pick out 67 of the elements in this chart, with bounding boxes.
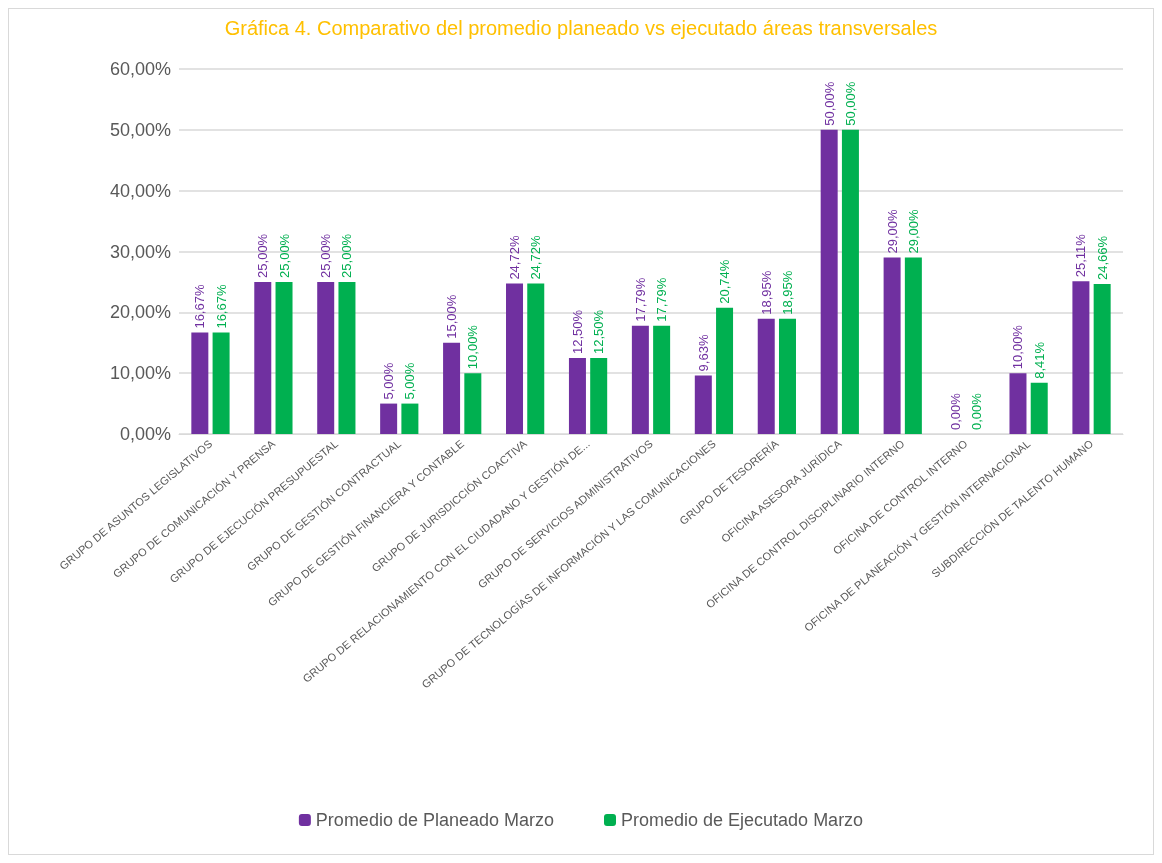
data-label: 29,00% xyxy=(905,209,921,254)
data-label: 17,79% xyxy=(654,277,670,322)
bar xyxy=(653,325,671,434)
bar xyxy=(212,332,230,434)
legend-label: Promedio de Planeado Marzo xyxy=(315,810,555,830)
bar xyxy=(841,129,859,434)
bar xyxy=(443,342,461,434)
data-label: 25,11% xyxy=(1073,233,1089,278)
bar xyxy=(568,357,586,434)
bar xyxy=(778,318,796,434)
y-tick-label: 10,00% xyxy=(109,363,171,384)
data-label: 10,00% xyxy=(465,324,481,370)
data-label: 20,74% xyxy=(717,259,733,304)
data-label: 18,95% xyxy=(758,270,774,315)
chart-title: Gráfica 4. Comparativo del promedio planeado vs ejecutado áreas transversales xyxy=(224,17,938,39)
bar xyxy=(757,318,775,434)
bar xyxy=(883,257,901,434)
bar xyxy=(254,281,272,434)
bar xyxy=(527,283,545,434)
bar xyxy=(904,257,922,434)
data-label: 12,50% xyxy=(591,309,607,354)
data-label: 8,41% xyxy=(1031,341,1047,379)
data-label: 18,95% xyxy=(779,270,795,315)
data-label: 24,72% xyxy=(528,235,544,280)
data-label: 17,79% xyxy=(632,277,648,322)
y-tick-label: 30,00% xyxy=(109,241,171,262)
bar xyxy=(191,332,209,434)
data-label: 15,00% xyxy=(444,294,460,339)
data-label: 25,00% xyxy=(339,233,355,278)
bar xyxy=(1072,281,1090,434)
bar xyxy=(401,403,419,434)
bar xyxy=(380,403,398,434)
bar xyxy=(338,281,356,434)
bar xyxy=(1009,373,1027,434)
bar xyxy=(506,283,524,434)
data-label: 5,00% xyxy=(402,362,418,400)
bar xyxy=(1093,283,1111,434)
bar xyxy=(464,373,482,434)
bar xyxy=(1030,382,1048,434)
y-tick-label: 40,00% xyxy=(109,180,171,201)
data-label: 5,00% xyxy=(381,362,397,400)
bar xyxy=(275,281,293,434)
data-label: 10,00% xyxy=(1010,324,1026,370)
data-label: 16,67% xyxy=(213,284,229,329)
data-label: 25,00% xyxy=(276,233,292,278)
data-label: 50,00% xyxy=(842,81,858,126)
bar xyxy=(317,281,335,434)
legend-label: Promedio de Ejecutado Marzo xyxy=(621,810,864,830)
data-label: 25,00% xyxy=(318,233,334,278)
data-label: 0,00% xyxy=(947,392,963,430)
data-label: 24,66% xyxy=(1094,235,1110,280)
bar xyxy=(716,307,734,434)
bar xyxy=(631,325,649,434)
bar xyxy=(694,375,712,434)
y-tick-label: 50,00% xyxy=(109,119,171,140)
bar xyxy=(590,357,608,434)
data-label: 25,00% xyxy=(255,233,271,278)
bar xyxy=(820,129,838,434)
data-label: 16,67% xyxy=(192,284,208,329)
data-label: 0,00% xyxy=(968,392,984,430)
y-tick-label: 20,00% xyxy=(109,302,171,323)
data-label: 24,72% xyxy=(507,235,523,280)
data-label: 9,63% xyxy=(695,334,711,372)
y-tick-label: 60,00% xyxy=(109,59,171,79)
data-label: 50,00% xyxy=(821,81,837,126)
data-label: 29,00% xyxy=(884,209,900,254)
data-label: 12,50% xyxy=(569,309,585,354)
